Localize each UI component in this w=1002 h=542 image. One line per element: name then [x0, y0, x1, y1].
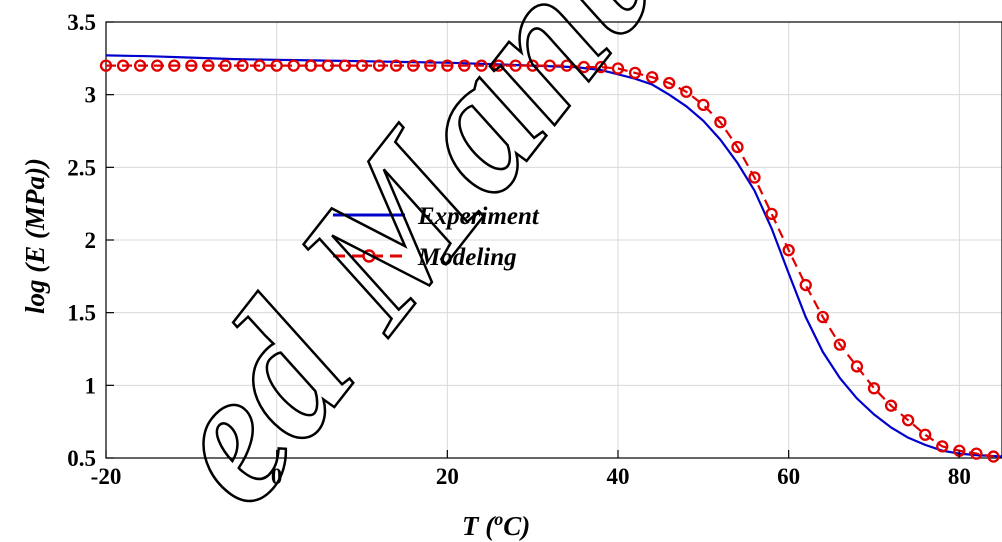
series-point-modeling: [782, 244, 795, 257]
x-tick-label: -20: [91, 464, 122, 489]
series-point-modeling: [867, 382, 881, 395]
series-point-modeling: [663, 76, 676, 90]
series-point-modeling: [321, 59, 335, 72]
y-tick-label: 3.5: [67, 10, 96, 35]
legend-modeling-marker: [362, 249, 376, 263]
series-point-modeling: [116, 59, 130, 72]
series-point-modeling: [287, 59, 300, 72]
series-point-modeling: [970, 447, 983, 460]
series-point-modeling: [560, 59, 573, 72]
series-point-modeling: [355, 59, 369, 72]
series-point-modeling: [919, 428, 932, 441]
series-point-modeling: [901, 414, 915, 427]
x-tick-label: 80: [948, 464, 971, 489]
series-point-modeling: [236, 59, 249, 72]
y-axis-title: log (E (MPa)): [20, 158, 50, 314]
x-tick-label: 60: [777, 464, 800, 489]
series-point-modeling: [407, 59, 420, 72]
series-point-modeling: [151, 59, 164, 72]
legend: Experiment Modeling: [333, 203, 540, 271]
x-tick-label: 20: [436, 464, 459, 489]
series-point-modeling: [799, 278, 812, 292]
series-point-modeling: [697, 98, 710, 111]
series-point-modeling: [389, 59, 403, 72]
y-tick-label: 0.5: [67, 446, 96, 471]
series-point-modeling: [936, 440, 949, 453]
series-point-modeling: [372, 59, 386, 72]
series-point-modeling: [731, 140, 744, 154]
series-point-modeling: [850, 360, 864, 373]
series-point-modeling: [270, 59, 283, 72]
series-point-modeling: [253, 59, 266, 72]
series-point-modeling: [202, 59, 215, 72]
series-point-modeling: [628, 66, 642, 80]
series-point-modeling: [987, 450, 1000, 463]
series-point-modeling: [338, 59, 352, 72]
x-axis-title-end: C): [503, 511, 530, 541]
series-point-modeling: [168, 59, 181, 72]
tick-labels: -20 0 20 40 60 80 0.5 1 1.5 2 2.5 3 3.5: [67, 10, 971, 489]
series-point-modeling: [594, 60, 608, 74]
y-tick-label: 1.5: [67, 301, 96, 326]
series-point-modeling: [509, 59, 522, 72]
series-point-modeling: [526, 59, 539, 72]
series-point-modeling: [441, 59, 454, 72]
y-tick-label: 2: [85, 228, 97, 253]
x-axis-title-main: T (: [462, 511, 496, 541]
series-point-modeling: [458, 59, 471, 72]
x-tick-label: 40: [607, 464, 630, 489]
series-point-modeling: [765, 207, 778, 220]
series-point-modeling: [680, 85, 693, 98]
series-point-modeling: [424, 59, 437, 72]
series-point-modeling: [833, 338, 847, 351]
y-tick-label: 2.5: [67, 155, 96, 180]
legend-experiment-label: Experiment: [417, 203, 540, 230]
watermark: ed Manu: [118, 0, 716, 541]
series-point-modeling: [475, 59, 488, 72]
series-point-modeling: [645, 71, 659, 84]
series-point-modeling: [816, 310, 829, 324]
series-point-modeling: [133, 59, 147, 72]
legend-modeling-label: Modeling: [417, 244, 517, 271]
series-layer: [99, 54, 1002, 463]
y-tick-label: 3: [85, 83, 97, 108]
series-point-modeling: [185, 59, 198, 72]
series-point-modeling: [611, 62, 625, 75]
series-point-modeling: [304, 59, 317, 72]
series-point-modeling: [99, 59, 113, 72]
x-axis-title: T (oC): [462, 509, 530, 541]
series-point-modeling: [219, 59, 232, 72]
series-point-modeling: [884, 399, 898, 412]
series-point-modeling: [714, 116, 727, 129]
x-tick-label: 0: [271, 464, 283, 489]
series-line-experiment: [105, 54, 1002, 458]
x-axis-title-superscript: o: [494, 509, 503, 529]
series-point-modeling: [492, 59, 505, 72]
series-point-modeling: [543, 59, 556, 72]
y-tick-label: 1: [85, 373, 97, 398]
series-point-modeling: [577, 60, 591, 74]
series-point-modeling: [748, 171, 761, 184]
